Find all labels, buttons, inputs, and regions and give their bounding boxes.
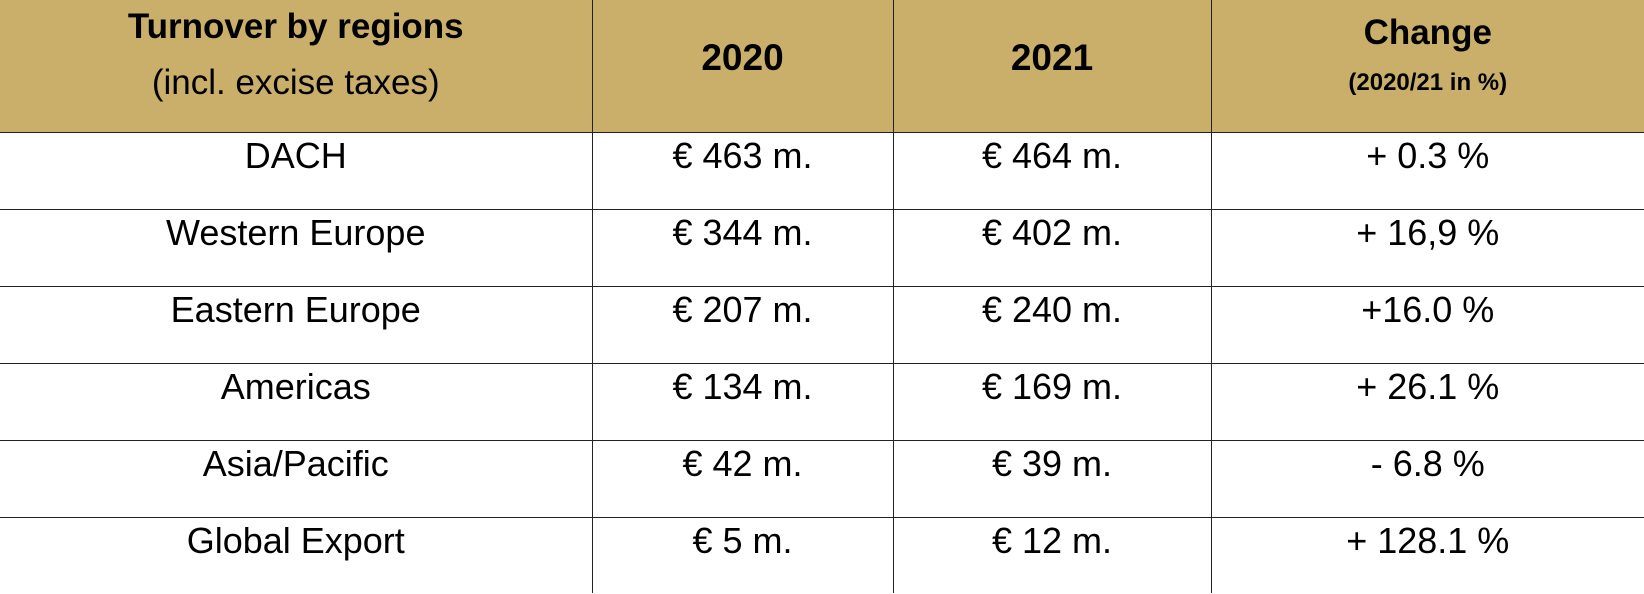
header-2020-label: 2020 [701, 36, 784, 78]
cell-2020: € 134 m. [591, 362, 894, 441]
cell-change: + 26.1 % [1210, 362, 1644, 441]
value-2020: € 5 m. [692, 519, 793, 561]
value-2021: € 169 m. [981, 365, 1123, 407]
cell-region: Asia/Pacific [0, 439, 593, 518]
value-2020: € 42 m. [682, 442, 803, 484]
cell-2021: € 169 m. [892, 362, 1212, 441]
change-value: + 16,9 % [1356, 211, 1500, 253]
cell-region: Western Europe [0, 208, 593, 287]
region-label: Eastern Europe [170, 288, 421, 330]
change-value: + 26.1 % [1356, 365, 1500, 407]
cell-2020: € 42 m. [591, 439, 894, 518]
header-row: Turnover by regions (incl. excise taxes)… [0, 0, 1644, 133]
cell-2020: € 463 m. [591, 131, 894, 210]
table-row: Western Europe € 344 m. € 402 m. + 16,9 … [0, 208, 1644, 287]
table-row: Eastern Europe € 207 m. € 240 m. +16.0 % [0, 285, 1644, 364]
value-2020: € 344 m. [672, 211, 813, 253]
region-label: Western Europe [166, 211, 426, 253]
value-2021: € 240 m. [981, 288, 1123, 330]
change-value: - 6.8 % [1370, 442, 1485, 484]
region-label: Americas [220, 365, 371, 407]
header-change-subtitle: (2020/21 in %) [1348, 68, 1508, 96]
cell-2021: € 240 m. [892, 285, 1212, 364]
cell-region: Global Export [0, 516, 593, 593]
value-2020: € 463 m. [672, 134, 813, 176]
value-2021: € 12 m. [991, 519, 1113, 561]
value-2021: € 464 m. [981, 134, 1123, 176]
table-header: Turnover by regions (incl. excise taxes)… [0, 0, 1644, 133]
value-2020: € 134 m. [672, 365, 813, 407]
header-2021-label: 2021 [1010, 36, 1094, 78]
region-label: Global Export [186, 519, 405, 561]
table-body: DACH € 463 m. € 464 m. + 0.3 % Western E… [0, 131, 1644, 593]
table-row: DACH € 463 m. € 464 m. + 0.3 % [0, 131, 1644, 210]
cell-2020: € 344 m. [591, 208, 894, 287]
cell-2021: € 402 m. [892, 208, 1212, 287]
cell-2021: € 12 m. [892, 516, 1212, 593]
cell-2020: € 5 m. [591, 516, 894, 593]
header-2020: 2020 [591, 0, 894, 133]
cell-region: Eastern Europe [0, 285, 593, 364]
header-change: Change (2020/21 in %) [1210, 0, 1644, 133]
change-value: +16.0 % [1361, 288, 1495, 330]
header-change-title: Change [1363, 12, 1492, 52]
cell-2021: € 464 m. [892, 131, 1212, 210]
cell-region: DACH [0, 131, 593, 210]
header-region: Turnover by regions (incl. excise taxes) [0, 0, 593, 133]
change-value: + 0.3 % [1366, 134, 1490, 176]
cell-region: Americas [0, 362, 593, 441]
change-value: + 128.1 % [1346, 519, 1510, 561]
table-row: Asia/Pacific € 42 m. € 39 m. - 6.8 % [0, 439, 1644, 518]
value-2020: € 207 m. [672, 288, 813, 330]
header-region-title: Turnover by regions [127, 6, 464, 46]
value-2021: € 402 m. [981, 211, 1123, 253]
cell-2021: € 39 m. [892, 439, 1212, 518]
cell-change: - 6.8 % [1210, 439, 1644, 518]
cell-2020: € 207 m. [591, 285, 894, 364]
region-label: DACH [244, 134, 347, 176]
header-2021: 2021 [892, 0, 1212, 133]
cell-change: + 128.1 % [1210, 516, 1644, 593]
cell-change: + 16,9 % [1210, 208, 1644, 287]
table-row: Global Export € 5 m. € 12 m. + 128.1 % [0, 516, 1644, 593]
cell-change: +16.0 % [1210, 285, 1644, 364]
cell-change: + 0.3 % [1210, 131, 1644, 210]
region-label: Asia/Pacific [202, 442, 389, 484]
value-2021: € 39 m. [991, 442, 1113, 484]
header-region-subtitle: (incl. excise taxes) [151, 62, 440, 102]
table-row: Americas € 134 m. € 169 m. + 26.1 % [0, 362, 1644, 441]
